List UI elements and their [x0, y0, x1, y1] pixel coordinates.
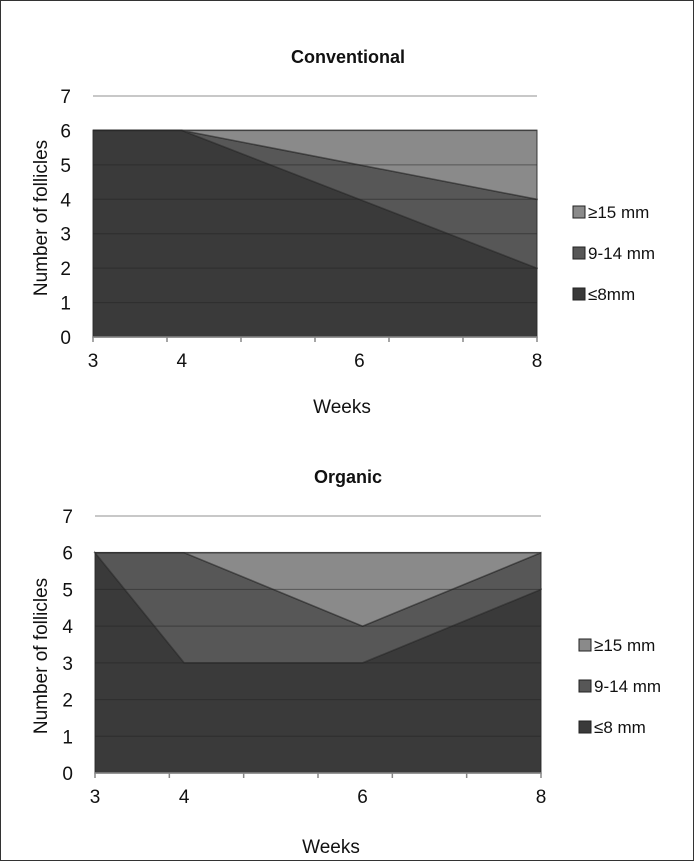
legend: ≥15 mm 9-14 mm ≤8mm: [572, 203, 655, 304]
y-tick-label: 5: [62, 580, 73, 601]
chart-organic: Organic Weeks Number of follicles 0 1 2 3 4 5…: [31, 467, 661, 858]
x-tick-label: 3: [90, 787, 101, 808]
y-tick-labels: 0 1 2 3 4 5 6 7: [60, 87, 71, 349]
y-tick-label: 0: [60, 328, 71, 349]
legend-swatch: [578, 720, 592, 734]
legend-label: ≤8mm: [588, 285, 635, 304]
x-tick-label: 8: [536, 787, 547, 808]
legend-label: ≥15 mm: [594, 636, 655, 655]
axes: [94, 772, 542, 778]
chart-title: Organic: [314, 467, 382, 487]
x-tick-label: 4: [177, 351, 188, 372]
legend-swatch: [572, 246, 586, 260]
y-tick-label: 7: [62, 507, 73, 528]
legend-swatch: [578, 638, 592, 652]
y-tick-label: 2: [62, 691, 73, 712]
y-tick-label: 6: [60, 121, 71, 142]
y-tick-label: 6: [62, 544, 73, 565]
y-tick-label: 1: [62, 727, 73, 748]
chart-conventional: Conventional Weeks Number of follicles 0…: [31, 47, 655, 418]
area-series: [93, 550, 542, 774]
y-tick-label: 5: [60, 156, 71, 177]
legend-swatch: [578, 679, 592, 693]
legend-label: ≥15 mm: [588, 203, 649, 222]
y-tick-label: 7: [60, 87, 71, 108]
legend-label: 9-14 mm: [588, 244, 655, 263]
x-tick-label: 4: [179, 787, 190, 808]
y-tick-label: 3: [62, 654, 73, 675]
area-series: [92, 129, 538, 338]
x-axis-title: Weeks: [313, 397, 371, 418]
x-tick-label: 3: [88, 351, 99, 372]
y-axis-title: Number of follicles: [31, 578, 52, 734]
legend-swatch: [572, 287, 586, 301]
y-tick-labels: 0 1 2 3 4 5 6 7: [62, 507, 73, 785]
y-tick-label: 4: [62, 617, 73, 638]
legend-label: ≤8 mm: [594, 718, 646, 737]
x-tick-label: 6: [357, 787, 368, 808]
y-axis-title: Number of follicles: [31, 140, 52, 296]
legend-label: 9-14 mm: [594, 677, 661, 696]
x-tick-label: 6: [354, 351, 365, 372]
x-tick-label: 8: [532, 351, 543, 372]
x-tick-labels: 3 4 6 8: [90, 787, 547, 808]
y-tick-label: 3: [60, 225, 71, 246]
axes: [92, 336, 538, 342]
y-tick-label: 2: [60, 259, 71, 280]
y-tick-label: 0: [62, 764, 73, 785]
x-axis-title: Weeks: [302, 837, 360, 858]
legend: ≥15 mm 9-14 mm ≤8 mm: [578, 636, 661, 737]
x-tick-labels: 3 4 6 8: [88, 351, 543, 372]
y-tick-label: 4: [60, 190, 71, 211]
y-tick-label: 1: [60, 294, 71, 315]
legend-swatch: [572, 205, 586, 219]
chart-title: Conventional: [291, 47, 405, 67]
